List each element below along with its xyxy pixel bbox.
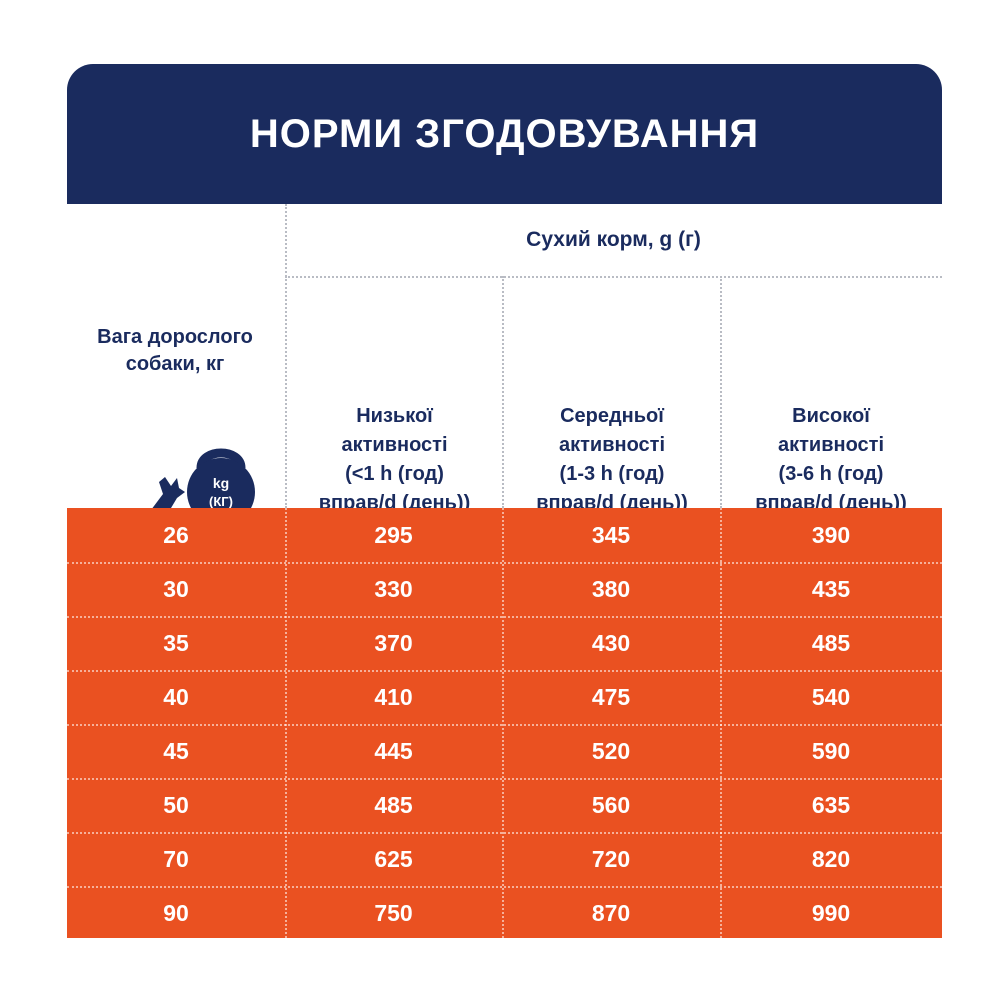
table-header: Вага дорослого собаки, кг kg (КГ) Сухий … xyxy=(67,204,942,556)
high-activity-cell: 485 xyxy=(811,629,851,656)
row-divider xyxy=(67,670,942,672)
low-activity-cell: 295 xyxy=(374,521,413,548)
medium-activity-cell: 870 xyxy=(591,899,631,926)
high-activity-cell: 390 xyxy=(811,521,851,548)
high-activity-header: Високої активності (3-6 h (год) вправ/d … xyxy=(722,402,940,518)
high-activity-cell: 435 xyxy=(811,575,851,602)
weight-column-header: Вага дорослого собаки, кг xyxy=(97,326,253,375)
weight-cell: 70 xyxy=(163,845,189,872)
row-divider xyxy=(67,886,942,888)
row-divider xyxy=(67,562,942,564)
low-activity-line: активності xyxy=(341,434,448,456)
table-row: 35 370 430 485 xyxy=(67,616,942,670)
medium-activity-cell: 520 xyxy=(591,737,631,764)
row-divider xyxy=(67,616,942,618)
high-activity-line: (3-6 h (год) xyxy=(778,463,884,485)
column-divider xyxy=(285,508,287,938)
table-row: 90 750 870 990 xyxy=(67,886,942,938)
table-row: 70 625 720 820 xyxy=(67,832,942,886)
low-activity-cell: 445 xyxy=(374,737,413,764)
weight-cell: 50 xyxy=(163,791,189,818)
table-row: 45 445 520 590 xyxy=(67,724,942,778)
page-title: НОРМИ ЗГОДОВУВАННЯ xyxy=(67,64,942,204)
kettlebell-kg-text: kg xyxy=(213,475,229,491)
medium-activity-line: активності xyxy=(558,434,666,456)
low-activity-cell: 410 xyxy=(374,683,413,710)
feeding-table-card: НОРМИ ЗГОДОВУВАННЯ Вага дорослого собаки… xyxy=(67,64,942,938)
medium-activity-cell: 720 xyxy=(591,845,631,872)
medium-activity-line: (1-3 h (год) xyxy=(559,463,665,485)
low-activity-line: (<1 h (год) xyxy=(345,463,444,485)
low-activity-cell: 625 xyxy=(374,845,413,872)
weight-cell: 26 xyxy=(163,521,189,548)
medium-activity-cell: 475 xyxy=(591,683,631,710)
medium-activity-cell: 380 xyxy=(591,575,631,602)
header-divider xyxy=(502,276,504,508)
table-row: 30 330 380 435 xyxy=(67,562,942,616)
column-divider xyxy=(720,508,722,938)
table-row: 50 485 560 635 xyxy=(67,778,942,832)
low-activity-cell: 330 xyxy=(374,575,413,602)
high-activity-line: Високої xyxy=(792,405,870,427)
table-row: 26 295 345 390 xyxy=(67,508,942,562)
header-divider xyxy=(720,276,722,508)
medium-activity-cell: 345 xyxy=(591,521,631,548)
medium-activity-cell: 560 xyxy=(591,791,631,818)
dry-food-header: Сухий корм, g (г) xyxy=(526,228,701,251)
header-divider xyxy=(285,276,942,278)
kettlebell-kg-text: (КГ) xyxy=(209,494,233,509)
high-activity-cell: 635 xyxy=(811,791,851,818)
weight-cell: 90 xyxy=(163,899,189,926)
weight-cell: 40 xyxy=(163,683,189,710)
weight-cell: 30 xyxy=(163,575,189,602)
table-row: 40 410 475 540 xyxy=(67,670,942,724)
header-divider xyxy=(285,204,287,508)
weight-cell: 35 xyxy=(163,629,189,656)
low-activity-cell: 370 xyxy=(374,629,413,656)
medium-activity-header: Середньої активності (1-3 h (год) вправ/… xyxy=(504,402,720,518)
column-divider xyxy=(502,508,504,938)
high-activity-cell: 590 xyxy=(811,737,851,764)
low-activity-line: Низької xyxy=(356,405,433,427)
row-divider xyxy=(67,724,942,726)
high-activity-cell: 540 xyxy=(811,683,851,710)
row-divider xyxy=(67,832,942,834)
high-activity-cell: 990 xyxy=(811,899,851,926)
weight-cell: 45 xyxy=(163,737,189,764)
table-body: 26 295 345 390 30 330 380 435 35 370 430… xyxy=(67,508,942,938)
row-divider xyxy=(67,778,942,780)
high-activity-cell: 820 xyxy=(811,845,851,872)
medium-activity-cell: 430 xyxy=(591,629,631,656)
low-activity-cell: 485 xyxy=(374,791,413,818)
low-activity-header: Низької активності (<1 h (год) вправ/d (… xyxy=(287,402,502,518)
high-activity-line: активності xyxy=(777,434,885,456)
medium-activity-line: Середньої xyxy=(560,405,664,427)
low-activity-cell: 750 xyxy=(374,899,413,926)
